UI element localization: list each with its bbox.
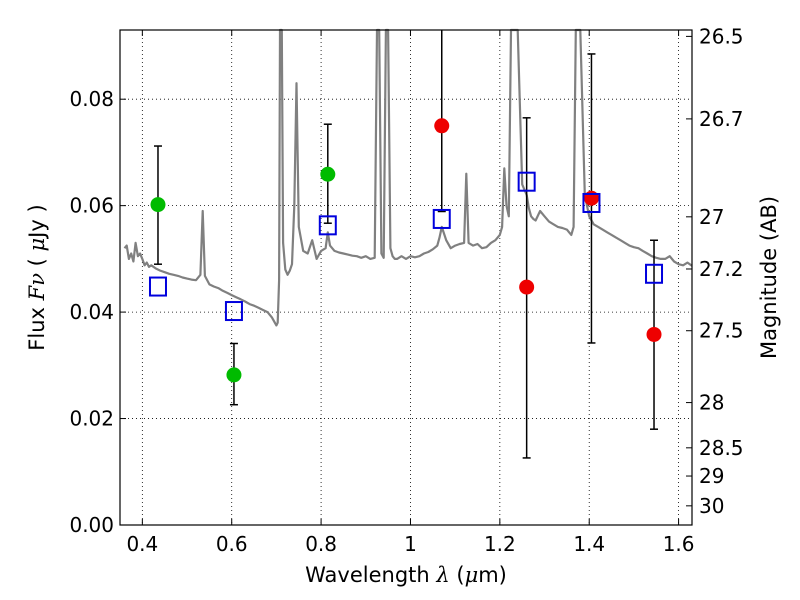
- data-point: [320, 166, 336, 182]
- y2-tick-label: 29: [699, 464, 724, 488]
- tick-layer: 0.4 0.6 0.8 1 1.2 1.4 1.6 0.00 0.02 0.04 0.06 0.08 2…: [69, 24, 743, 556]
- y-tick-label: 0.08: [69, 87, 114, 111]
- model-spectrum-line: [123, 28, 693, 327]
- data-point: [434, 118, 450, 134]
- data-point: [583, 190, 599, 206]
- data-point-square: [432, 208, 451, 229]
- y2-tick-label: 26.5: [699, 24, 744, 48]
- model-spectrum-layer: [123, 28, 693, 327]
- x-tick-label: 1.6: [663, 532, 695, 556]
- y2-tick-label: 28: [699, 391, 724, 415]
- y-axis-label: Flux Fν ( μJy ): [25, 204, 49, 350]
- x-tick-label: 0.8: [305, 532, 337, 556]
- y-tick-label: 0.04: [69, 300, 114, 324]
- plot-frame: [119, 29, 693, 526]
- y2-axis-label: Magnitude (AB): [757, 196, 781, 359]
- x-tick-label: 1: [404, 532, 417, 556]
- data-point: [150, 197, 166, 213]
- data-point-square: [224, 301, 243, 322]
- x-tick-label: 1.4: [573, 532, 605, 556]
- y2-tick-label: 27.5: [699, 319, 744, 343]
- marker-layer: [148, 118, 664, 383]
- y2-tick-label: 27: [699, 205, 724, 229]
- data-point-square: [318, 215, 337, 236]
- x-tick-label: 1.2: [484, 532, 516, 556]
- x-axis-label: Wavelength λ (μm): [305, 563, 507, 587]
- y-tick-label: 0.00: [69, 513, 114, 537]
- x-tick-label: 0.4: [126, 532, 158, 556]
- data-point: [646, 326, 662, 342]
- y2-tick-label: 30: [699, 494, 724, 518]
- y-tick-label: 0.06: [69, 194, 114, 218]
- y-tick-label: 0.02: [69, 407, 114, 431]
- data-point-square: [517, 171, 536, 192]
- data-point: [519, 279, 535, 295]
- y2-tick-label: 27.2: [699, 257, 744, 281]
- y2-tick-label: 28.5: [699, 436, 744, 460]
- data-point-square: [148, 276, 167, 297]
- data-point: [226, 367, 242, 383]
- y2-tick-label: 26.7: [699, 107, 744, 131]
- x-tick-label: 0.6: [216, 532, 248, 556]
- data-point-square: [582, 192, 601, 213]
- data-point-square: [645, 263, 664, 284]
